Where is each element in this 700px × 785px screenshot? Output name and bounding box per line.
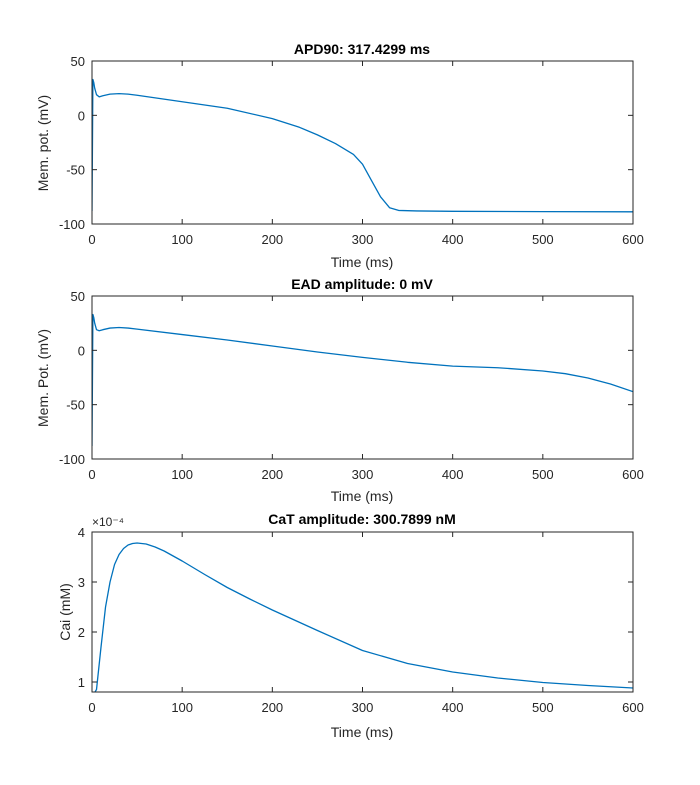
subplot-action-potential: APD90: 317.4299 ms Time (ms) Mem. pot. (… — [35, 41, 644, 270]
x-tick-label: 500 — [532, 467, 554, 482]
x-tick-label: 300 — [352, 700, 374, 715]
x-tick-label: 100 — [171, 700, 193, 715]
x-tick-label: 100 — [171, 467, 193, 482]
y-axis-label: Mem. Pot. (mV) — [35, 329, 51, 427]
x-tick-label: 0 — [88, 232, 95, 247]
y-tick-label: 3 — [78, 575, 85, 590]
y-exponent-label: ×10⁻⁴ — [92, 515, 124, 529]
y-tick-label: 0 — [78, 343, 85, 358]
x-tick-label: 300 — [352, 232, 374, 247]
y-tick-label: 0 — [78, 108, 85, 123]
x-tick-label: 200 — [261, 467, 283, 482]
subplot-ead: EAD amplitude: 0 mV Time (ms) Mem. Pot. … — [35, 276, 644, 504]
x-tick-label: 500 — [532, 232, 554, 247]
y-axis-label: Mem. pot. (mV) — [35, 95, 51, 191]
x-tick-label: 0 — [88, 467, 95, 482]
x-tick-label: 600 — [622, 232, 644, 247]
x-tick-label: 400 — [442, 232, 464, 247]
series-line — [92, 313, 633, 446]
y-tick-label: 1 — [78, 675, 85, 690]
subplot-calcium-transient: CaT amplitude: 300.7899 nM ×10⁻⁴ Time (m… — [57, 511, 644, 740]
y-tick-label: -50 — [66, 163, 85, 178]
y-tick-label: 50 — [71, 54, 85, 69]
y-tick-label: 4 — [78, 525, 85, 540]
y-tick-label: -100 — [59, 217, 85, 232]
y-tick-label: 2 — [78, 625, 85, 640]
x-axis-label: Time (ms) — [331, 488, 393, 504]
y-tick-label: 50 — [71, 289, 85, 304]
x-tick-label: 400 — [442, 700, 464, 715]
x-axis-label: Time (ms) — [331, 254, 393, 270]
x-tick-label: 0 — [88, 700, 95, 715]
x-tick-label: 100 — [171, 232, 193, 247]
series-line — [92, 78, 633, 213]
x-axis-label: Time (ms) — [331, 724, 393, 740]
chart-title: APD90: 317.4299 ms — [294, 41, 430, 57]
chart-title: EAD amplitude: 0 mV — [291, 276, 433, 292]
x-tick-label: 600 — [622, 700, 644, 715]
y-tick-label: -100 — [59, 452, 85, 467]
y-tick-label: -50 — [66, 398, 85, 413]
x-tick-label: 300 — [352, 467, 374, 482]
x-tick-label: 200 — [261, 232, 283, 247]
x-tick-label: 600 — [622, 467, 644, 482]
x-tick-label: 400 — [442, 467, 464, 482]
y-axis-label: Cai (mM) — [57, 583, 73, 641]
series-line — [94, 542, 633, 692]
chart-title: CaT amplitude: 300.7899 nM — [268, 511, 456, 527]
x-tick-label: 200 — [261, 700, 283, 715]
x-tick-label: 500 — [532, 700, 554, 715]
